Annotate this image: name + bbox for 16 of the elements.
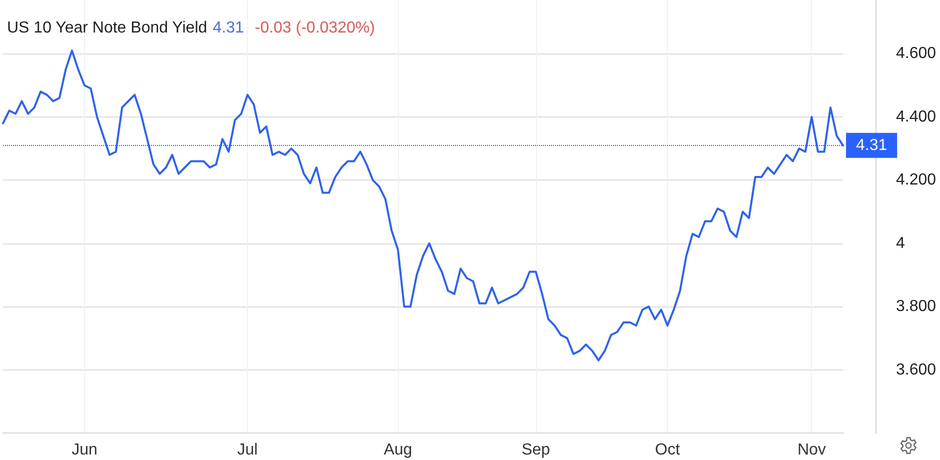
ref-line-label: 4.31: [856, 136, 888, 154]
annotation: 4.31: [212, 20, 244, 36]
x-tick-label: Oct: [655, 442, 680, 458]
x-tick-label: Nov: [797, 442, 826, 458]
x-tick-label: Jul: [237, 442, 258, 458]
x-tick-label: Aug: [384, 442, 412, 458]
y-tick-label: 3.800: [896, 298, 936, 316]
y-tick-label: 4.400: [896, 108, 936, 126]
annotation: -0.03 (-0.0320%): [254, 20, 375, 36]
y-tick-label: 3.600: [896, 361, 936, 378]
y-tick-label: 4: [896, 234, 905, 252]
text: US 10 Year Note Bond Yield: [7, 20, 208, 36]
x-tick-label: Jun: [72, 442, 98, 458]
y-tick-label: 4.200: [896, 172, 936, 189]
y-tick-label: 4.600: [896, 45, 936, 62]
x-tick-label: Sep: [522, 442, 550, 458]
